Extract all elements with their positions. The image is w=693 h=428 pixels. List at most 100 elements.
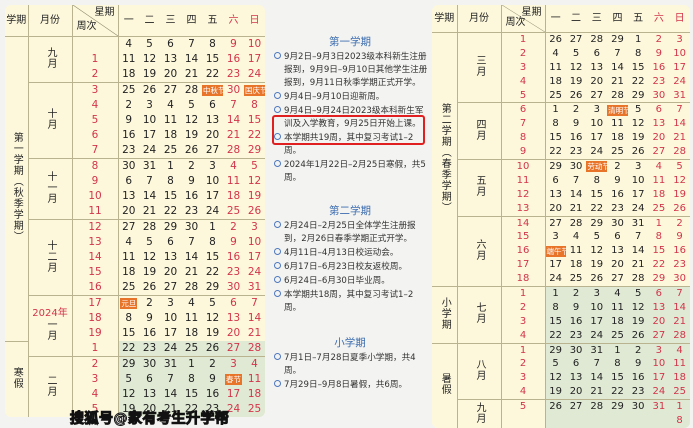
day-cell: 18 [122,68,136,81]
week-number: 11 [501,173,546,188]
week-number: 13 [72,235,119,250]
week-number: 5 [501,88,546,103]
day-cell: 18 [122,266,136,279]
day-cell: 22 [607,385,628,400]
week-number: 1 [72,52,119,67]
week-number: 18 [501,272,546,287]
day-cell: 15 [545,314,566,329]
month-label: 九月 [474,401,485,424]
highlight-box [272,115,425,145]
month-cell: 三月 [457,32,502,103]
week-number: 5 [501,399,546,415]
day-cell: 18 [611,132,624,144]
day-cell: 27 [611,273,624,285]
watermark: 搜狐号@家有考生升学帮 [70,411,230,428]
note-item: 本学期共19周，其中复习考试1–2周。 [272,132,428,158]
day-cell: 25 [669,385,690,400]
day-cell: 27 [223,341,244,357]
day-cell: 20 [652,132,666,144]
note-item: 7月29日–9月8日暑假，共6周。 [272,379,428,392]
day-cell: 3 [676,33,683,45]
day-cell: 7 [614,47,621,59]
day-cell: 10 [142,114,157,127]
day-cell: 9 [125,114,133,127]
day-cell: 24 [205,205,220,218]
day-cell: 26 [631,146,645,158]
week-number: 8 [501,131,546,146]
day-cell: 26 [673,202,686,214]
month-cell: 十二月 [28,219,73,296]
day-cell: 2 [565,286,587,301]
day-cell: 中秋节 [202,82,223,98]
week-number: 17 [501,258,546,273]
calendar-row: 19 15 16 17 18 19 20 21 [5,326,265,341]
day-cell: 1 [545,102,566,118]
second-semester-title: 第二学期 [329,205,371,217]
day-cell: 22 [590,202,604,214]
calendar-row: 16 25 26 27 28 29 30 31 [5,280,265,296]
day-cell: 27 [569,33,583,45]
weekday-header: 日 [669,5,690,33]
day-cell: 14 [184,251,199,264]
week-number: 4 [501,74,546,89]
week-number: 15 [501,230,546,245]
day-cell: 11 [226,175,241,188]
second-semester-calendar-table: 学期 月份 星期 周次一二三四五六日第二学期（春季学期） 三月 1 26 27 28 29 1 2 3 2… [432,5,690,428]
day-cell: 13 [205,114,220,127]
calendar-row: 五月102930劳动节2345 [432,159,690,217]
day-cell: 6 [552,174,559,186]
day-cell: 5 [572,47,580,59]
week-weekday-header: 星期 周次 [72,5,119,37]
day-cell: 4 [552,47,559,59]
calendar-row: 4 19 20 21 22 23 24 25 [432,385,690,400]
day-cell: 27 [590,89,604,101]
month-label: 七月 [474,302,485,325]
week-number: 3 [501,60,546,75]
day-cell: 13 [163,53,178,66]
day-cell: 15 [205,251,220,264]
festival-badge: 国庆节 [244,85,265,96]
weekday-header: 二 [565,5,587,33]
day-cell: 8 [669,414,690,428]
calendar-row: 8 [432,414,690,428]
day-cell: 4 [181,295,202,311]
day-cell: 25 [226,205,241,218]
summer-term-title: 小学期 [334,337,366,349]
weekday-header: 三 [586,5,608,33]
day-cell: 26 [549,33,562,45]
day-cell: 18 [652,188,666,200]
calendar-row: 4 22 23 24 25 26 27 28 [432,328,690,344]
week-number: 3 [501,314,546,329]
festival-badge: 劳动节 [586,161,608,173]
week-number [72,36,119,52]
day-cell: 21 [631,259,645,271]
day-cell: 6 [223,295,244,311]
day-cell: 20 [139,402,160,417]
month-cell: 2024年 一月 [28,295,73,357]
day-cell: 12 [569,61,583,73]
day-cell: 14 [226,114,241,127]
day-cell: 16 [565,314,587,329]
day-cell: 15 [181,387,202,402]
calendar-row: 5 25 26 27 28 29 30 31 [432,88,690,103]
week-number: 18 [72,311,119,326]
day-cell: 2 [627,342,649,358]
day-cell: 12 [142,53,157,66]
day-cell: 6 [209,99,216,112]
weekday-header: 三 [160,5,181,37]
week-number: 9 [72,174,119,189]
week-number: 2 [72,67,119,83]
weekday-header: 四 [181,5,202,37]
term-label: 小学期 [439,296,451,330]
day-cell: 13 [139,387,160,402]
day-cell: 30 [181,219,202,235]
weekday-header: 二 [139,5,160,37]
day-cell: 25 [611,146,624,158]
day-cell: 4 [648,159,670,174]
day-cell: 18 [607,314,628,329]
day-cell: 27 [652,146,666,158]
day-cell: 25 [122,281,136,294]
day-cell: 19 [569,75,583,87]
day-cell: 26 [142,281,157,294]
day-cell: 16 [202,387,223,402]
